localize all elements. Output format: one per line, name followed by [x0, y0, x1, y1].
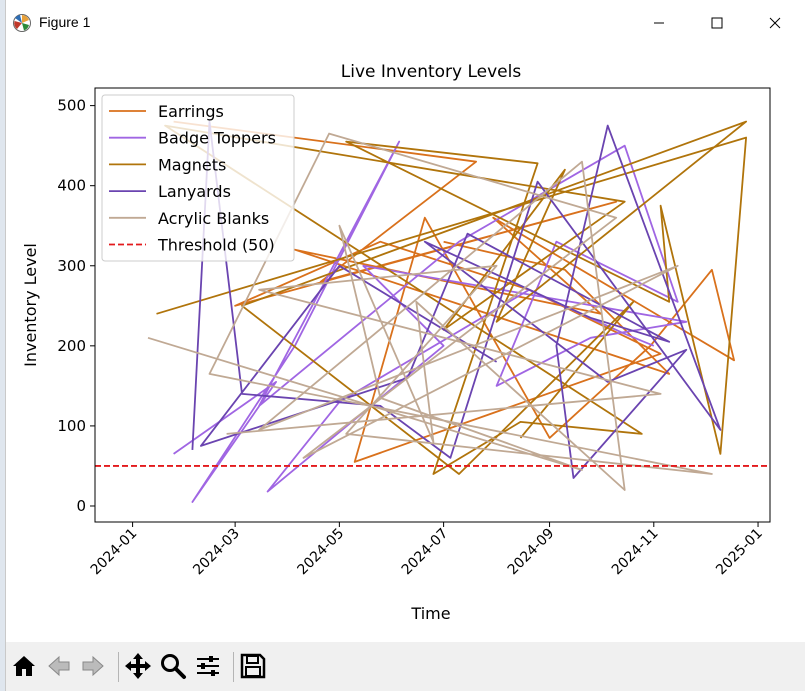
window-title: Figure 1: [39, 14, 91, 30]
configure-subplots-icon: [197, 656, 219, 676]
y-tick-label: 300: [57, 257, 86, 275]
series-line: [147, 132, 713, 491]
series-line: [156, 120, 747, 475]
legend-label: Acrylic Blanks: [158, 209, 269, 228]
title-bar[interactable]: Figure 1: [6, 0, 805, 46]
chart-title: Live Inventory Levels: [341, 62, 522, 82]
pan-button[interactable]: [122, 650, 154, 682]
pan-icon: [125, 653, 151, 679]
matplotlib-app-icon: [13, 14, 31, 32]
zoom-button[interactable]: [157, 650, 189, 682]
y-tick-label: 500: [57, 97, 86, 115]
x-tick-label: 2024-01: [88, 526, 141, 579]
maximize-button[interactable]: [688, 0, 746, 46]
y-axis-label: Inventory Level: [21, 243, 40, 367]
legend-box: [101, 94, 295, 262]
x-axis: 2024-01 2024-03 2024-05 2024-07 2024-09 2024-…: [88, 522, 766, 578]
minimize-icon: [654, 22, 664, 24]
home-icon: [13, 656, 35, 676]
figure-canvas[interactable]: Live Inventory Levels 2024-01 2024-03 2024…: [6, 46, 805, 642]
close-button[interactable]: [746, 0, 804, 46]
x-tick-label: 2024-09: [505, 526, 558, 579]
legend-label: Magnets: [158, 155, 226, 174]
series-line: [173, 120, 735, 463]
legend-label: Badge Toppers: [158, 129, 276, 148]
y-tick-label: 100: [57, 417, 86, 435]
home-button[interactable]: [8, 650, 40, 682]
plot-area: [95, 120, 770, 503]
back-arrow-icon: [48, 655, 70, 677]
back-button[interactable]: [43, 650, 75, 682]
close-icon: [769, 17, 781, 29]
x-tick-label: 2024-11: [609, 526, 662, 579]
forward-button[interactable]: [77, 650, 109, 682]
axes-frame: [94, 87, 771, 523]
legend: Earrings Badge Toppers Magnets Lanyards Acry…: [101, 94, 295, 262]
desktop-background: [0, 0, 8, 691]
y-axis: 0 100 200 300 400 500: [57, 97, 95, 515]
legend-label: Lanyards: [158, 182, 231, 201]
legend-label: Earrings: [158, 102, 224, 121]
x-axis-label: Time: [410, 604, 450, 623]
y-tick-label: 0: [76, 497, 86, 515]
series-line: [173, 140, 688, 503]
toolbar-separator: [118, 652, 119, 682]
legend-label: Threshold (50): [157, 236, 275, 255]
configure-subplots-button[interactable]: [192, 650, 224, 682]
x-tick-label: 2024-03: [190, 526, 243, 579]
figure-window: Figure 1 Live Inventory Levels 2024-01 20…: [6, 0, 805, 691]
navigation-toolbar: [6, 642, 805, 691]
save-icon: [240, 653, 266, 679]
x-tick-label: 2025-01: [713, 526, 766, 579]
y-tick-label: 400: [57, 177, 86, 195]
line-chart: Live Inventory Levels 2024-01 2024-03 2024…: [21, 62, 771, 623]
forward-arrow-icon: [82, 655, 104, 677]
save-button[interactable]: [237, 650, 269, 682]
toolbar-separator: [233, 652, 234, 682]
zoom-icon: [161, 654, 186, 679]
x-tick-label: 2024-07: [399, 526, 452, 579]
minimize-button[interactable]: [630, 0, 688, 46]
y-tick-label: 200: [57, 337, 86, 355]
x-tick-label: 2024-05: [295, 526, 348, 579]
maximize-icon: [711, 17, 723, 29]
